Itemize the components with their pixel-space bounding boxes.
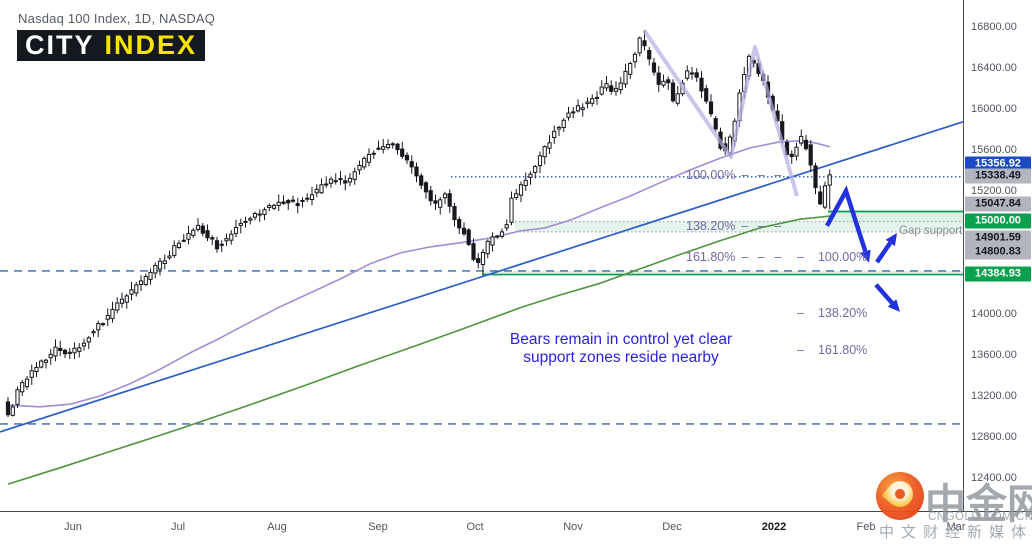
time-axis-label-Nov: Nov [563,521,583,533]
price-axis-label: 13600.00 [971,349,1017,361]
time-axis-label-Feb: Feb [856,521,876,533]
support-zone [515,221,963,232]
support-zone [828,211,963,222]
rising-trendline[interactable] [0,120,963,433]
projection-arrow [875,241,893,264]
price-badge-15000.00: 15000.00 [965,213,1031,229]
price-badge-14901.59: 14901.59 [965,230,1031,246]
time-axis-label-Jul: Jul [170,521,186,533]
time-axis-label-Oct: Oct [466,521,484,533]
time-axis[interactable]: Jun Jul Aug Sep Oct Nov Dec 2022 Feb Mar [0,511,1032,544]
measured-move-lines[interactable] [642,28,799,197]
price-axis-label: 15200.00 [971,185,1017,197]
price-axis-label: 15600.00 [971,144,1017,156]
projection-arrow [825,185,868,252]
projection-arrowhead [885,233,897,247]
price-axis-label: 16400.00 [971,62,1017,74]
price-badge-15356.92: 15356.92 [965,156,1031,172]
support-zone [482,270,963,275]
price-badge-15338.49: 15338.49 [965,168,1031,184]
time-axis-label-Mar: Mar [946,521,966,533]
price-axis-label: 14000.00 [971,308,1017,320]
symbol-title[interactable]: Nasdaq 100 Index, 1D, NASDAQ [18,11,216,26]
time-axis-label-Dec: Dec [662,521,682,533]
time-axis-label-Jun: Jun [64,521,82,533]
price-axis-label: 12400.00 [971,472,1017,484]
logo-city-text: CITY [25,30,95,60]
time-axis-label-2022: 2022 [761,521,787,533]
projection-arrow [874,283,894,305]
candlestick-chart-canvas[interactable] [0,0,963,511]
time-axis-label-Aug: Aug [267,521,287,533]
price-axis-label: 12800.00 [971,431,1017,443]
price-badge-14800.83: 14800.83 [965,244,1031,260]
logo-index-text: INDEX [104,30,198,60]
price-axis-label: 16800.00 [971,21,1017,33]
purple-moving-average[interactable] [7,140,831,408]
price-axis-label: 13200.00 [971,390,1017,402]
projection-arrowhead [860,249,871,263]
city-index-logo: CITY INDEX [17,30,206,61]
green-moving-average[interactable] [7,215,831,485]
projection-arrowhead [887,299,900,312]
candle-bodies [5,37,832,416]
price-badge-15047.84: 15047.84 [965,196,1031,212]
price-badge-14384.93: 14384.93 [965,266,1031,282]
price-axis[interactable]: 16800.00 16400.00 16000.00 15600.00 15200.00… [963,0,1032,511]
time-axis-label-Sep: Sep [368,521,388,533]
price-axis-label: 16000.00 [971,103,1017,115]
